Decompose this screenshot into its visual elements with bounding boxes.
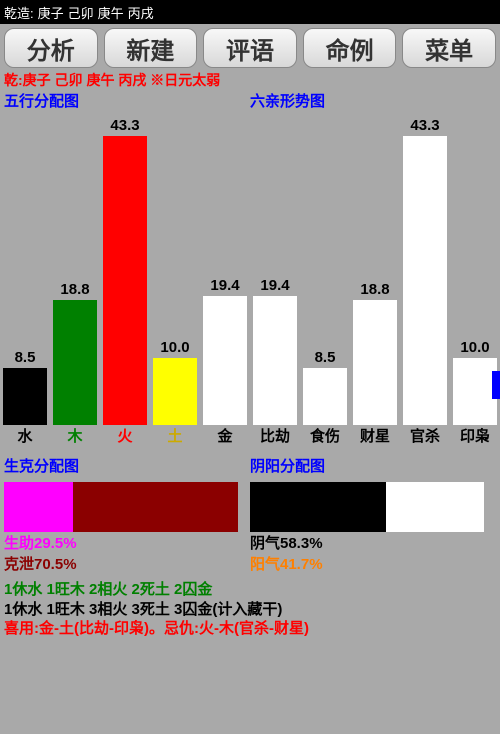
- bar: [353, 300, 397, 425]
- six-relations-chart: 19.4 8.5 18.8 43.3 10.0 比劫食伤财星官杀印枭: [250, 111, 500, 451]
- chart1-title: 五行分配图: [4, 90, 250, 111]
- bar-value: 8.5: [0, 349, 50, 366]
- top-bar: 乾造: 庚子 己卯 庚午 丙戌: [0, 0, 500, 24]
- bar-label: 官杀: [400, 425, 450, 451]
- bar: [303, 368, 347, 425]
- hbar-segment: [4, 482, 73, 532]
- summary-lines: 1休水 1旺木 2相火 2死土 2囚金 1休水 1旺木 3相火 3死土 3囚金(…: [0, 574, 500, 639]
- tab-new[interactable]: 新建: [104, 28, 198, 68]
- bar: [253, 296, 297, 425]
- pillar-0: 庚子: [38, 3, 64, 22]
- summary-1: 1休水 1旺木 2相火 2死土 2囚金: [4, 580, 496, 600]
- summary-3: 喜用:金-土(比劫-印枭)。忌仇:火-木(官杀-财星): [4, 619, 496, 639]
- topbar-label: 乾造:: [4, 3, 34, 22]
- bar: [203, 296, 247, 425]
- bar: [403, 136, 447, 425]
- bar-label: 火: [100, 425, 150, 451]
- chart2-title: 六亲形势图: [250, 90, 496, 111]
- bar-value: 18.8: [350, 281, 400, 298]
- pct-line: 阴气58.3%: [250, 532, 496, 553]
- hbar2-title: 阴阳分配图: [250, 455, 496, 476]
- bar-label: 比劫: [250, 425, 300, 451]
- bar-value: 19.4: [250, 277, 300, 294]
- lower-section: 生克分配图 阴阳分配图 生助29.5%克泄70.5% 阴气58.3%阳气41.7…: [0, 451, 500, 574]
- hbar-segment: [73, 482, 238, 532]
- info-line: 乾:庚子 己卯 庚午 丙戌 ※日元太弱: [0, 70, 500, 90]
- bar-label: 木: [50, 425, 100, 451]
- hbar-segment: [250, 482, 386, 532]
- bar-value: 43.3: [100, 117, 150, 134]
- bar-value: 19.4: [200, 277, 250, 294]
- yin-yang-bar: [250, 482, 484, 532]
- bar-label: 食伤: [300, 425, 350, 451]
- bar-value: 43.3: [400, 117, 450, 134]
- tab-example[interactable]: 命例: [303, 28, 397, 68]
- five-elements-chart: 8.5 18.8 43.3 10.0 19.4 水木火土金: [0, 111, 250, 451]
- bar-value: 10.0: [150, 339, 200, 356]
- bar-value: 8.5: [300, 349, 350, 366]
- pct-line: 阳气41.7%: [250, 553, 496, 574]
- pct-line: 生助29.5%: [4, 532, 250, 553]
- bar-value: 18.8: [50, 281, 100, 298]
- pillar-1: 己卯: [68, 3, 94, 22]
- pillar-2: 庚午: [98, 3, 124, 22]
- bar: [103, 136, 147, 425]
- yin-yang-labels: 阴气58.3%阳气41.7%: [250, 532, 496, 574]
- bar-label: 土: [150, 425, 200, 451]
- tab-row: 分析 新建 评语 命例 菜单: [0, 24, 500, 70]
- bar: [53, 300, 97, 425]
- summary-2: 1休水 1旺木 3相火 3死土 3囚金(计入藏干): [4, 600, 496, 620]
- hbar-segment: [386, 482, 484, 532]
- sheng-ke-labels: 生助29.5%克泄70.5%: [4, 532, 250, 574]
- tab-menu[interactable]: 菜单: [402, 28, 496, 68]
- tab-comment[interactable]: 评语: [203, 28, 297, 68]
- blue-edge-strip: [492, 371, 500, 399]
- hbar1-title: 生克分配图: [4, 455, 250, 476]
- pillar-3: 丙戌: [128, 3, 154, 22]
- pct-line: 克泄70.5%: [4, 553, 250, 574]
- bar: [153, 358, 197, 425]
- bar-label: 财星: [350, 425, 400, 451]
- bar-label: 水: [0, 425, 50, 451]
- chart-titles: 五行分配图 六亲形势图: [0, 90, 500, 111]
- bar-value: 10.0: [450, 339, 500, 356]
- tab-analyze[interactable]: 分析: [4, 28, 98, 68]
- sheng-ke-bar: [4, 482, 238, 532]
- bar-label: 金: [200, 425, 250, 451]
- bar: [3, 368, 47, 425]
- bar-charts: 8.5 18.8 43.3 10.0 19.4 水木火土金 19.4 8.5 18.8 43.…: [0, 111, 500, 451]
- bar: [453, 358, 497, 425]
- bar-label: 印枭: [450, 425, 500, 451]
